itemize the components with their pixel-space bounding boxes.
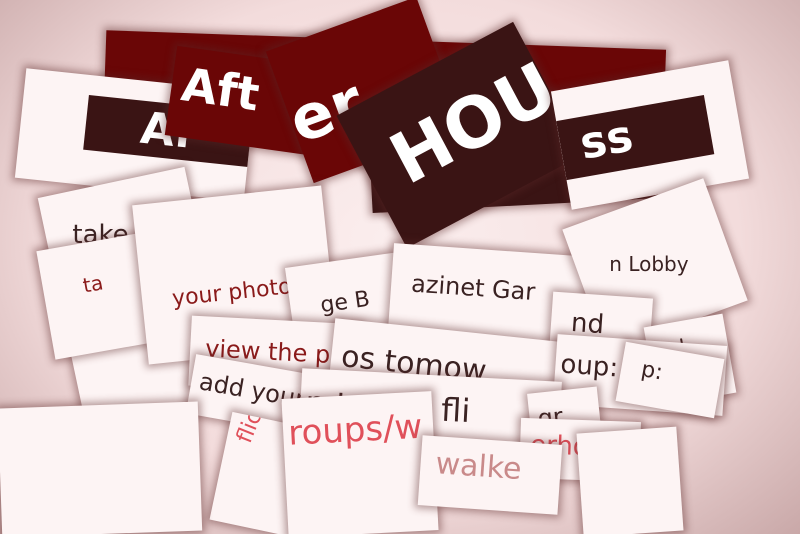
- fragment: azinet Gar: [410, 269, 537, 307]
- card: roups/w: [281, 391, 439, 534]
- fragment: ta: [80, 270, 105, 298]
- fragment: n Lobby: [609, 252, 689, 277]
- fragment: p:: [639, 357, 665, 386]
- fragment: Aft: [178, 57, 263, 122]
- fragment: ss: [576, 110, 637, 170]
- card: [576, 426, 684, 534]
- fragment: ge B: [318, 286, 372, 319]
- fragment: oup:: [559, 349, 620, 384]
- card: walke: [417, 435, 563, 515]
- fragment: roups/w: [287, 406, 424, 454]
- fragment: walke: [434, 446, 523, 488]
- card: [0, 401, 203, 534]
